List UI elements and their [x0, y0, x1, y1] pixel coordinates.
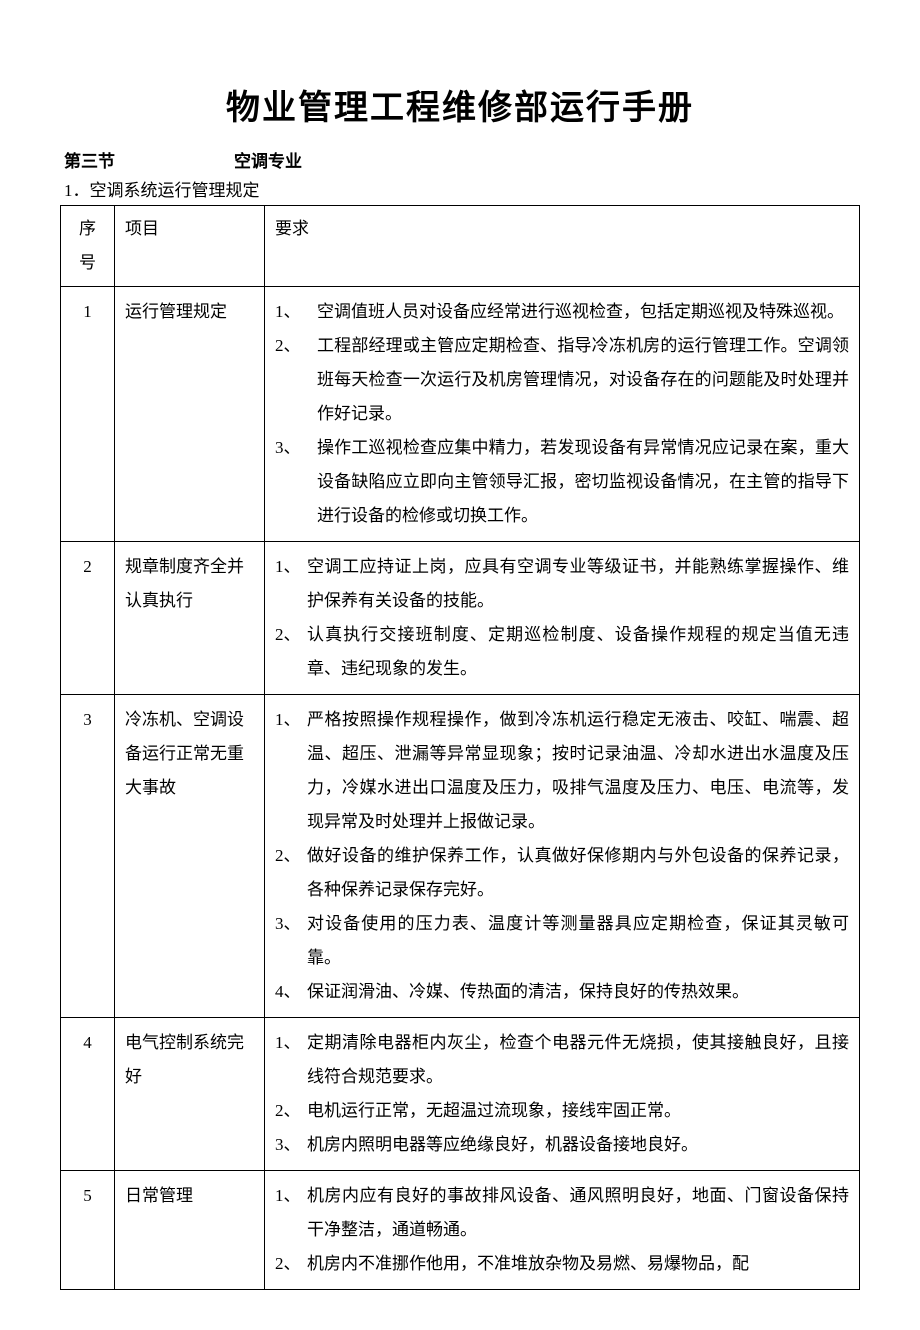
row-requirements: 1、严格按照操作规程操作，做到冷冻机运行稳定无液击、咬缸、喘震、超温、超压、泄漏…	[265, 695, 860, 1018]
requirement-text: 严格按照操作规程操作，做到冷冻机运行稳定无液击、咬缸、喘震、超温、超压、泄漏等异…	[307, 703, 849, 839]
requirement-text: 保证润滑油、冷媒、传热面的清洁，保持良好的传热效果。	[307, 975, 849, 1009]
requirement-line: 3、对设备使用的压力表、温度计等测量器具应定期检查，保证其灵敏可靠。	[275, 907, 849, 975]
requirement-line: 2、机房内不准挪作他用，不准堆放杂物及易燃、易爆物品，配	[275, 1247, 849, 1281]
requirement-number: 3、	[275, 431, 317, 465]
row-requirements: 1、机房内应有良好的事故排风设备、通风照明良好，地面、门窗设备保持干净整洁，通道…	[265, 1171, 860, 1290]
requirement-line: 4、保证润滑油、冷媒、传热面的清洁，保持良好的传热效果。	[275, 975, 849, 1009]
header-req: 要求	[265, 206, 860, 287]
requirements-table: 序号 项目 要求 1运行管理规定1、空调值班人员对设备应经常进行巡视检查，包括定…	[60, 205, 860, 1290]
section-header: 第三节 空调专业	[60, 147, 860, 172]
section-name: 空调专业	[234, 147, 860, 172]
requirement-number: 2、	[275, 1094, 307, 1128]
header-seq: 序号	[61, 206, 115, 287]
requirement-line: 1、严格按照操作规程操作，做到冷冻机运行稳定无液击、咬缸、喘震、超温、超压、泄漏…	[275, 703, 849, 839]
requirement-number: 2、	[275, 839, 307, 873]
requirement-text: 工程部经理或主管应定期检查、指导冷冻机房的运行管理工作。空调领班每天检查一次运行…	[317, 329, 849, 431]
requirement-text: 做好设备的维护保养工作，认真做好保修期内与外包设备的保养记录，各种保养记录保存完…	[307, 839, 849, 907]
row-seq: 4	[61, 1018, 115, 1171]
row-requirements: 1、空调值班人员对设备应经常进行巡视检查，包括定期巡视及特殊巡视。2、工程部经理…	[265, 287, 860, 542]
requirement-text: 操作工巡视检查应集中精力，若发现设备有异常情况应记录在案，重大设备缺陷应立即向主…	[317, 431, 849, 533]
table-row: 1运行管理规定1、空调值班人员对设备应经常进行巡视检查，包括定期巡视及特殊巡视。…	[61, 287, 860, 542]
requirement-number: 1、	[275, 295, 317, 329]
subsection-heading: 1．空调系统运行管理规定	[60, 176, 860, 201]
requirement-line: 2、认真执行交接班制度、定期巡检制度、设备操作规程的规定当值无违章、违纪现象的发…	[275, 618, 849, 686]
table-row: 5日常管理1、机房内应有良好的事故排风设备、通风照明良好，地面、门窗设备保持干净…	[61, 1171, 860, 1290]
row-item: 冷冻机、空调设备运行正常无重大事故	[115, 695, 265, 1018]
requirement-number: 2、	[275, 618, 307, 652]
requirement-line: 2、工程部经理或主管应定期检查、指导冷冻机房的运行管理工作。空调领班每天检查一次…	[275, 329, 849, 431]
requirement-number: 3、	[275, 907, 307, 941]
row-seq: 5	[61, 1171, 115, 1290]
row-item: 电气控制系统完好	[115, 1018, 265, 1171]
requirement-text: 空调值班人员对设备应经常进行巡视检查，包括定期巡视及特殊巡视。	[317, 295, 849, 329]
requirement-line: 1、空调工应持证上岗，应具有空调专业等级证书，并能熟练掌握操作、维护保养有关设备…	[275, 550, 849, 618]
requirement-number: 1、	[275, 703, 307, 737]
table-row: 3冷冻机、空调设备运行正常无重大事故1、严格按照操作规程操作，做到冷冻机运行稳定…	[61, 695, 860, 1018]
requirement-text: 机房内不准挪作他用，不准堆放杂物及易燃、易爆物品，配	[307, 1247, 849, 1281]
requirement-number: 1、	[275, 550, 307, 584]
table-header-row: 序号 项目 要求	[61, 206, 860, 287]
row-item: 规章制度齐全并认真执行	[115, 542, 265, 695]
requirement-text: 机房内照明电器等应绝缘良好，机器设备接地良好。	[307, 1128, 849, 1162]
header-item: 项目	[115, 206, 265, 287]
requirement-line: 2、做好设备的维护保养工作，认真做好保修期内与外包设备的保养记录，各种保养记录保…	[275, 839, 849, 907]
requirement-text: 机房内应有良好的事故排风设备、通风照明良好，地面、门窗设备保持干净整洁，通道畅通…	[307, 1179, 849, 1247]
requirement-number: 4、	[275, 975, 307, 1009]
table-row: 4电气控制系统完好1、定期清除电器柜内灰尘，检查个电器元件无烧损，使其接触良好，…	[61, 1018, 860, 1171]
requirement-text: 电机运行正常，无超温过流现象，接线牢固正常。	[307, 1094, 849, 1128]
requirement-number: 2、	[275, 1247, 307, 1281]
requirement-line: 3、操作工巡视检查应集中精力，若发现设备有异常情况应记录在案，重大设备缺陷应立即…	[275, 431, 849, 533]
requirement-line: 1、机房内应有良好的事故排风设备、通风照明良好，地面、门窗设备保持干净整洁，通道…	[275, 1179, 849, 1247]
requirement-text: 对设备使用的压力表、温度计等测量器具应定期检查，保证其灵敏可靠。	[307, 907, 849, 975]
requirement-line: 1、定期清除电器柜内灰尘，检查个电器元件无烧损，使其接触良好，且接线符合规范要求…	[275, 1026, 849, 1094]
requirement-text: 空调工应持证上岗，应具有空调专业等级证书，并能熟练掌握操作、维护保养有关设备的技…	[307, 550, 849, 618]
requirement-number: 3、	[275, 1128, 307, 1162]
requirement-text: 定期清除电器柜内灰尘，检查个电器元件无烧损，使其接触良好，且接线符合规范要求。	[307, 1026, 849, 1094]
row-item: 运行管理规定	[115, 287, 265, 542]
table-row: 2规章制度齐全并认真执行1、空调工应持证上岗，应具有空调专业等级证书，并能熟练掌…	[61, 542, 860, 695]
row-requirements: 1、定期清除电器柜内灰尘，检查个电器元件无烧损，使其接触良好，且接线符合规范要求…	[265, 1018, 860, 1171]
row-seq: 3	[61, 695, 115, 1018]
row-seq: 1	[61, 287, 115, 542]
requirement-line: 1、空调值班人员对设备应经常进行巡视检查，包括定期巡视及特殊巡视。	[275, 295, 849, 329]
row-seq: 2	[61, 542, 115, 695]
requirement-number: 1、	[275, 1026, 307, 1060]
requirement-number: 2、	[275, 329, 317, 363]
requirement-text: 认真执行交接班制度、定期巡检制度、设备操作规程的规定当值无违章、违纪现象的发生。	[307, 618, 849, 686]
section-label: 第三节	[64, 147, 234, 172]
row-requirements: 1、空调工应持证上岗，应具有空调专业等级证书，并能熟练掌握操作、维护保养有关设备…	[265, 542, 860, 695]
requirement-line: 2、电机运行正常，无超温过流现象，接线牢固正常。	[275, 1094, 849, 1128]
requirement-number: 1、	[275, 1179, 307, 1213]
document-title: 物业管理工程维修部运行手册	[60, 80, 860, 129]
row-item: 日常管理	[115, 1171, 265, 1290]
requirement-line: 3、机房内照明电器等应绝缘良好，机器设备接地良好。	[275, 1128, 849, 1162]
